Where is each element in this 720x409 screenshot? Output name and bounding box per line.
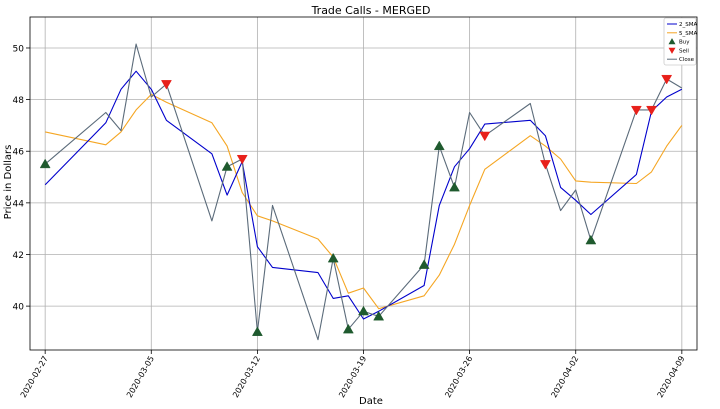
y-axis-ticks: 40 42 44 46 48 50 (13, 44, 30, 313)
marker-layer (39, 74, 673, 336)
buy-marker (342, 323, 354, 334)
sell-marker (479, 131, 491, 142)
x-tick-label: 2020-03-05 (125, 355, 156, 400)
plot-frame (29, 16, 698, 351)
grid (30, 17, 697, 350)
x-tick-label: 2020-04-09 (656, 355, 687, 400)
x-tick-label: 2020-03-26 (443, 355, 474, 400)
buy-marker (418, 259, 430, 269)
legend-swatch (668, 38, 676, 45)
y-axis-label: Price in Dollars (3, 145, 14, 220)
series-layer (44, 43, 683, 341)
buy-marker (585, 234, 597, 245)
sell-marker (630, 105, 642, 116)
x-axis-ticks: 2020-02-27 2020-03-05 2020-03-12 2020-03-19… (19, 350, 687, 399)
y-tick-label: 48 (13, 96, 25, 106)
sell-marker (661, 74, 673, 85)
legend-label: Close (679, 57, 695, 63)
sell-marker (646, 105, 657, 116)
legend: 2_SMA 5_SMA Buy Sell Close (663, 17, 697, 66)
y-tick-label: 44 (13, 199, 25, 209)
sell-marker (161, 80, 172, 90)
sell-marker (236, 154, 248, 165)
buy-marker (221, 161, 233, 171)
x-tick-label: 2020-04-02 (549, 355, 580, 400)
series-line-close (44, 43, 683, 341)
buy-marker (327, 252, 339, 263)
legend-label: Sell (679, 48, 689, 54)
buy-marker (358, 305, 369, 316)
sell-marker (539, 160, 551, 170)
y-tick-label: 50 (13, 44, 25, 54)
y-tick-label: 40 (13, 303, 25, 313)
legend-label: 2_SMA (679, 22, 697, 28)
y-tick-label: 42 (13, 251, 24, 261)
series-line-2-sma (44, 70, 683, 320)
buy-marker (449, 181, 460, 192)
legend-label: 5_SMA (679, 31, 697, 37)
x-tick-label: 2020-03-12 (231, 355, 262, 400)
chart-title: Trade Calls - MERGED (311, 4, 431, 17)
x-axis-label: Date (359, 396, 383, 407)
x-tick-label: 2020-03-19 (337, 355, 368, 400)
legend-swatch (668, 47, 676, 54)
y-tick-label: 46 (13, 148, 25, 158)
legend-label: Buy (679, 40, 690, 46)
series-line-5-sma (45, 93, 683, 310)
x-tick-label: 2020-02-27 (19, 355, 50, 400)
buy-marker (39, 158, 51, 169)
buy-marker (433, 140, 445, 151)
buy-marker (373, 310, 385, 321)
buy-marker (251, 326, 263, 336)
